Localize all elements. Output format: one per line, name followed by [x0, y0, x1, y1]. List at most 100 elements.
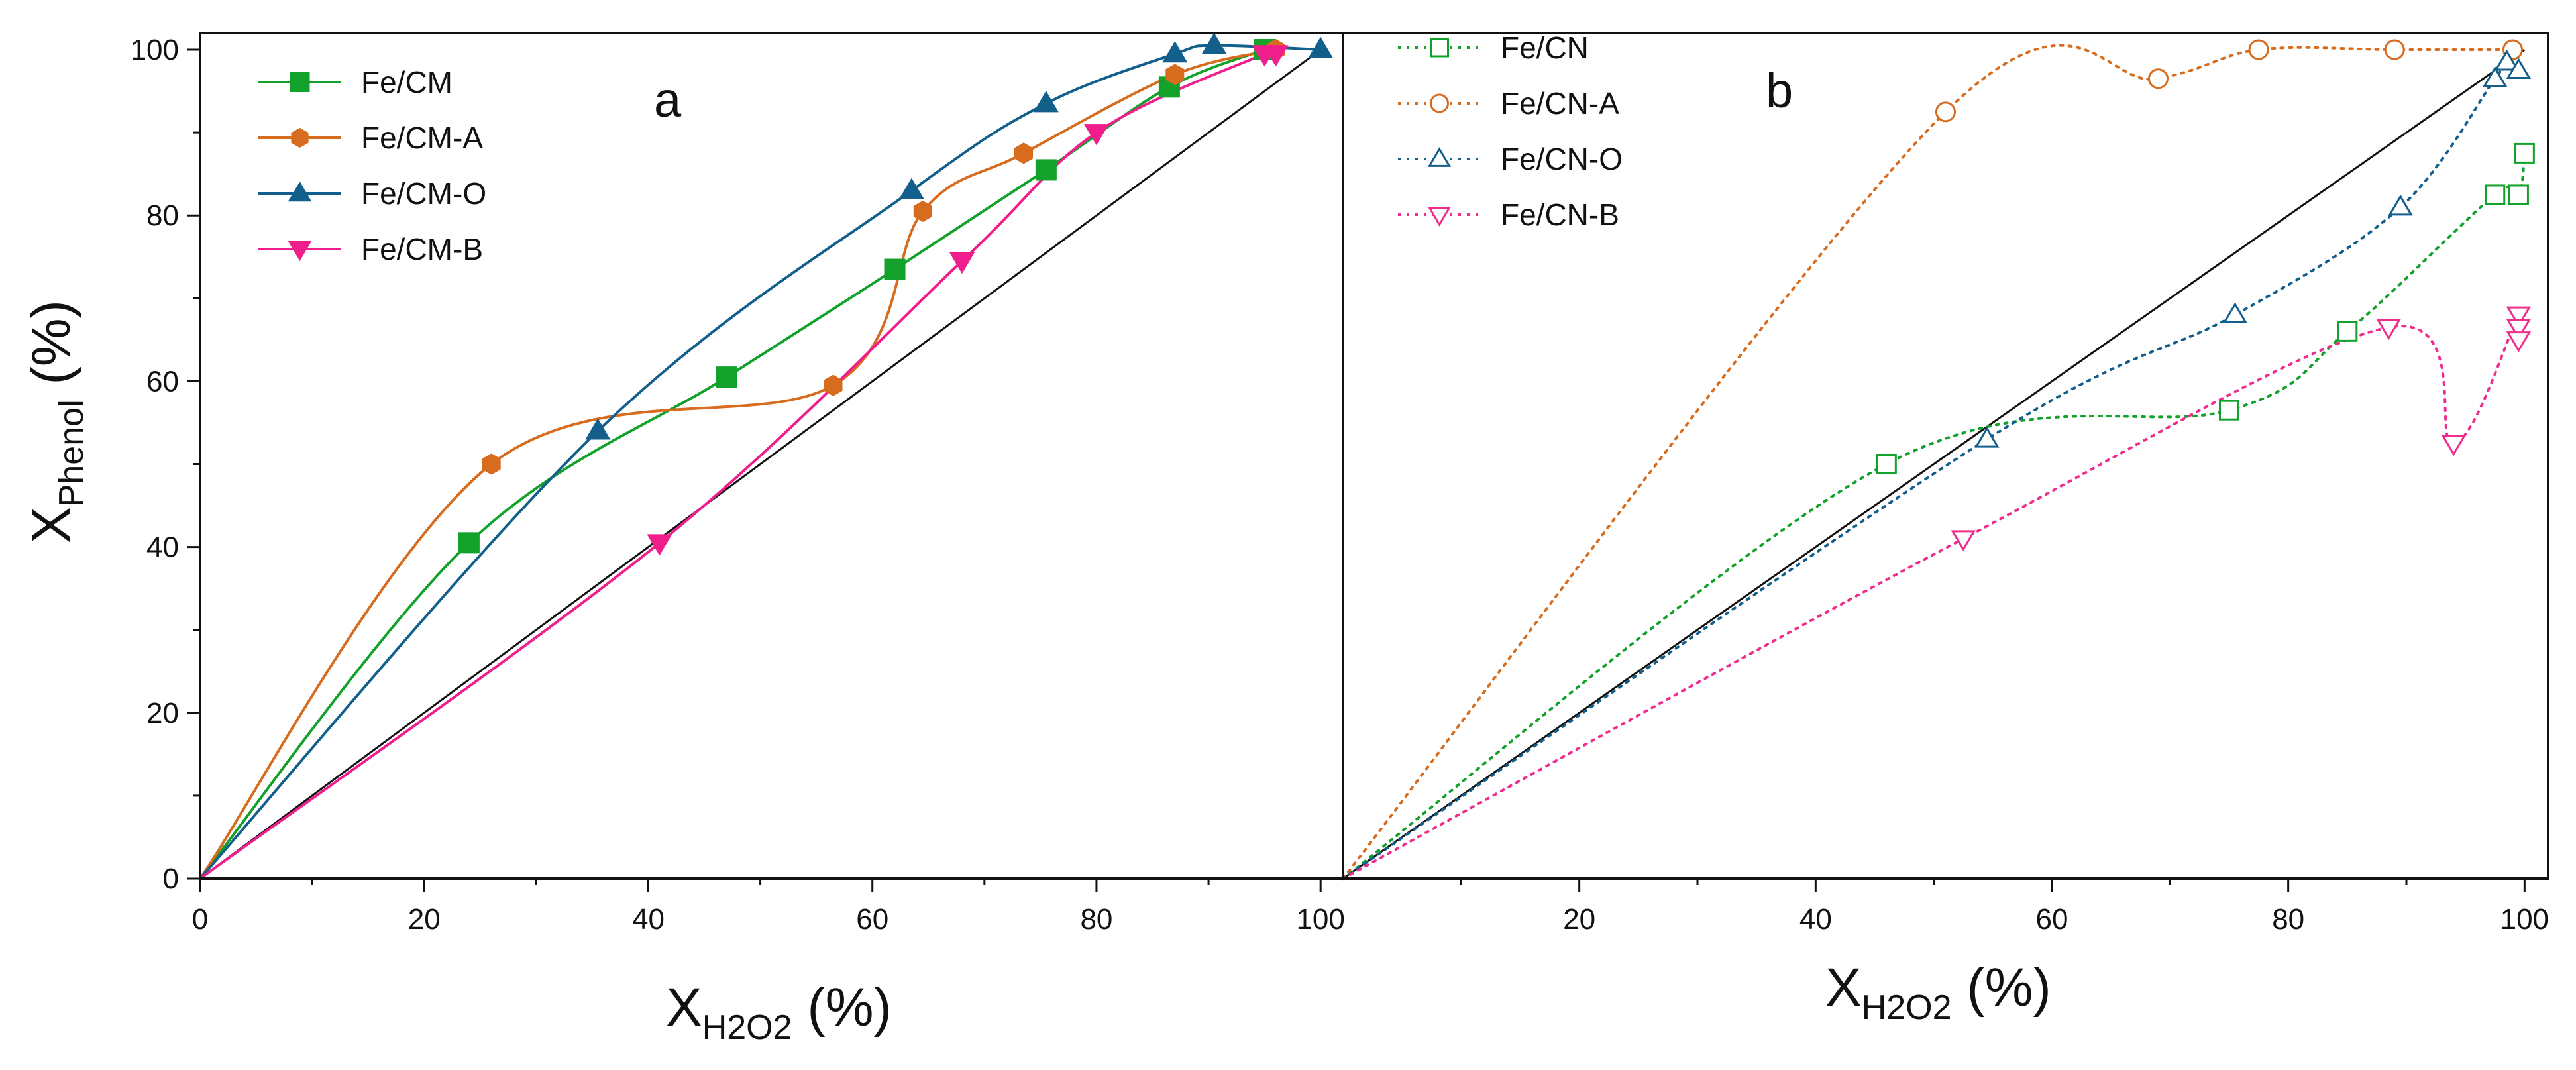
data-point-fe-cm-b [1263, 45, 1289, 67]
data-point-fe-cn-o [2388, 194, 2413, 216]
data-point-fe-cm-o [585, 418, 611, 440]
legend-label-fe-cn: Fe/CN [1501, 30, 1589, 65]
panel-b-tag: b [1766, 63, 1793, 118]
legend-label-fe-cm: Fe/CM [361, 65, 453, 99]
data-point-fe-cn [2508, 184, 2529, 205]
legend-marker-fe-cn-b [1427, 207, 1452, 227]
legend-label-fe-cm-b: Fe/CM-B [361, 232, 483, 266]
panel-a-y-tick-label: 20 [146, 697, 179, 729]
data-point-fe-cn [1876, 454, 1897, 475]
panel-a-x-tick-label: 20 [408, 903, 441, 936]
panel-a-y-tick-label: 100 [131, 34, 179, 66]
data-point-fe-cm-o [1308, 36, 1334, 59]
data-point-fe-cn-o [2483, 66, 2508, 87]
panel-b-diagonal-line [1342, 48, 2526, 880]
panel-b-x-tick-label: 80 [2272, 903, 2304, 936]
legend-marker-fe-cn [1430, 38, 1449, 58]
data-point-fe-cn-a [1935, 101, 1956, 123]
data-point-fe-cm-o [1162, 41, 1188, 63]
series-line-fe-cm-b [199, 46, 1283, 880]
data-point-fe-cn-b [2441, 435, 2467, 456]
data-point-fe-cm-a [824, 374, 843, 396]
panel-a-x-axis-title: XH2O2 (%) [666, 977, 892, 1047]
panel-b-frame [1342, 32, 2549, 880]
data-point-fe-cn [2337, 321, 2358, 342]
data-point-fe-cn-a [2148, 68, 2169, 89]
panel-a-ticks: 0 20 40 60 80 100 0 20 40 60 80 100 [131, 34, 1345, 936]
data-point-fe-cm-a [482, 453, 501, 475]
legend-marker-fe-cn-a [1430, 93, 1449, 113]
data-point-fe-cn [2485, 184, 2506, 205]
panel-b-x-tick-label: 100 [2500, 903, 2549, 936]
data-point-fe-cn-b [2376, 319, 2401, 341]
panel-b-ticks: 20 40 60 80 100 [1460, 879, 2549, 936]
legend-marker-fe-cm-b [288, 241, 312, 262]
data-point-fe-cm-a [1165, 64, 1185, 85]
legend-label-fe-cn-a: Fe/CN-A [1501, 86, 1619, 121]
data-point-fe-cm-b [1083, 124, 1109, 146]
series-line-fe-cn [1342, 152, 2526, 880]
panel-b: 20 40 60 80 100 b Fe/CN Fe/CN-A Fe/CN-O Fe/CN-B… [1342, 30, 2549, 1027]
data-point-fe-cm-a [913, 200, 932, 223]
data-point-fe-cm [716, 366, 737, 388]
data-point-fe-cn-o [2222, 302, 2248, 324]
panel-a-y-tick-label: 0 [163, 863, 179, 895]
legend-marker-fe-cn-o [1427, 147, 1452, 167]
series-line-fe-cm [199, 48, 1266, 880]
panel-a-diagonal-line [199, 48, 1322, 880]
data-point-fe-cn-o [2494, 49, 2520, 71]
panel-b-markers [1876, 39, 2535, 552]
data-point-fe-cm-a [1014, 142, 1033, 164]
legend-label-fe-cn-b: Fe/CN-B [1501, 197, 1619, 232]
data-point-fe-cn-b [2506, 331, 2532, 352]
legend-marker-fe-cm [290, 72, 310, 92]
panel-a-x-tick-label: 80 [1080, 903, 1112, 936]
data-point-fe-cn-b [2506, 319, 2532, 341]
series-line-fe-cn-b [1342, 307, 2525, 880]
panel-a-y-axis-title: XPhenol (%) [21, 300, 91, 543]
panel-a-markers [458, 32, 1334, 556]
data-point-fe-cn-o [2506, 58, 2532, 79]
data-point-fe-cn-b [2506, 306, 2532, 328]
data-point-fe-cm-o [1033, 91, 1059, 113]
data-point-fe-cm [1035, 159, 1057, 181]
data-point-fe-cn-o [1974, 426, 2000, 448]
panel-a-x-tick-label: 0 [192, 903, 208, 936]
panel-b-x-axis-title: XH2O2 (%) [1825, 957, 2051, 1027]
panel-a-x-tick-label: 40 [632, 903, 665, 936]
panel-b-x-tick-label: 60 [2036, 903, 2068, 936]
legend-label-fe-cm-o: Fe/CM-O [361, 176, 486, 211]
data-point-fe-cn-a [2248, 39, 2269, 60]
panel-a-y-tick-label: 60 [146, 365, 179, 398]
panel-a-series-lines [199, 44, 1322, 880]
data-point-fe-cm [884, 258, 906, 280]
panel-b-x-tick-label: 20 [1563, 903, 1595, 936]
data-point-fe-cm-b [949, 252, 975, 274]
panel-a-x-tick-label: 60 [856, 903, 888, 936]
panel-b-legend: Fe/CN Fe/CN-A Fe/CN-O Fe/CN-B [1398, 30, 1623, 232]
panel-a-legend: Fe/CM Fe/CM-A Fe/CM-O Fe/CM-B [258, 65, 486, 266]
legend-marker-fe-cm-a [291, 127, 309, 148]
data-point-fe-cm-b [647, 534, 672, 556]
panel-b-x-tick-label: 40 [1799, 903, 1832, 936]
data-point-fe-cm [458, 532, 480, 554]
data-point-fe-cn-b [1951, 530, 1976, 552]
panel-a-y-tick-label: 80 [146, 199, 179, 232]
panel-a-y-tick-label: 40 [146, 531, 179, 564]
series-line-fe-cm-a [199, 48, 1277, 880]
data-point-fe-cn [2514, 142, 2535, 164]
series-line-fe-cn-o [1342, 60, 2520, 880]
legend-label-fe-cn-o: Fe/CN-O [1501, 142, 1623, 176]
legend-marker-fe-cm-o [288, 181, 312, 202]
series-line-fe-cm-o [199, 44, 1322, 880]
data-point-fe-cm-o [898, 178, 924, 199]
panel-a-x-tick-label: 100 [1296, 903, 1344, 936]
data-point-fe-cn-a [2384, 39, 2405, 60]
legend-label-fe-cm-a: Fe/CM-A [361, 121, 483, 155]
panel-a-tag: a [654, 72, 682, 127]
data-point-fe-cm-o [1201, 32, 1227, 54]
data-point-fe-cn [2219, 400, 2239, 421]
series-line-fe-cn-a [1342, 44, 2514, 880]
